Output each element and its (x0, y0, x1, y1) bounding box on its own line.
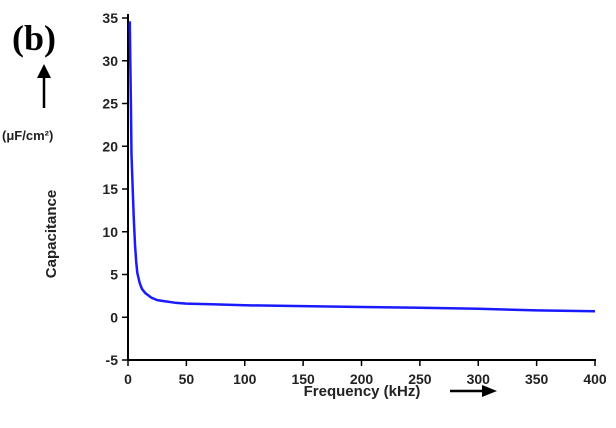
x-axis-title: Frequency (kHz) (304, 383, 421, 400)
y-unit-label: (μF/cm²) (2, 128, 53, 143)
x-ticks: 0 50 100 150 200 250 300 350 400 (124, 360, 607, 387)
y-tick-label: 20 (102, 138, 118, 154)
y-tick-label: 15 (102, 181, 118, 197)
x-tick-label: 150 (291, 371, 315, 387)
y-tick-label: 5 (110, 267, 118, 283)
x-tick-label: 0 (124, 371, 132, 387)
x-tick-label: 350 (525, 371, 549, 387)
x-tick-label: 300 (467, 371, 491, 387)
panel-label: (b) (12, 18, 56, 58)
y-ticks: -5 0 5 10 15 20 25 30 35 (102, 10, 128, 368)
right-arrow-icon (450, 385, 497, 397)
x-tick-label: 250 (408, 371, 432, 387)
x-tick-label: 400 (583, 371, 607, 387)
y-tick-label: -5 (106, 352, 119, 368)
series-line (128, 21, 596, 313)
y-tick-label: 35 (102, 10, 118, 26)
x-tick-label: 200 (350, 371, 374, 387)
up-arrow-icon (37, 64, 51, 108)
y-axis-title: Capacitance (43, 190, 60, 278)
y-tick-label: 30 (102, 53, 118, 69)
plot-series (128, 21, 596, 313)
y-tick-label: 25 (102, 96, 118, 112)
y-tick-label: 10 (102, 224, 118, 240)
y-tick-label: 0 (110, 309, 118, 325)
x-tick-label: 100 (233, 371, 257, 387)
x-tick-label: 50 (179, 371, 195, 387)
